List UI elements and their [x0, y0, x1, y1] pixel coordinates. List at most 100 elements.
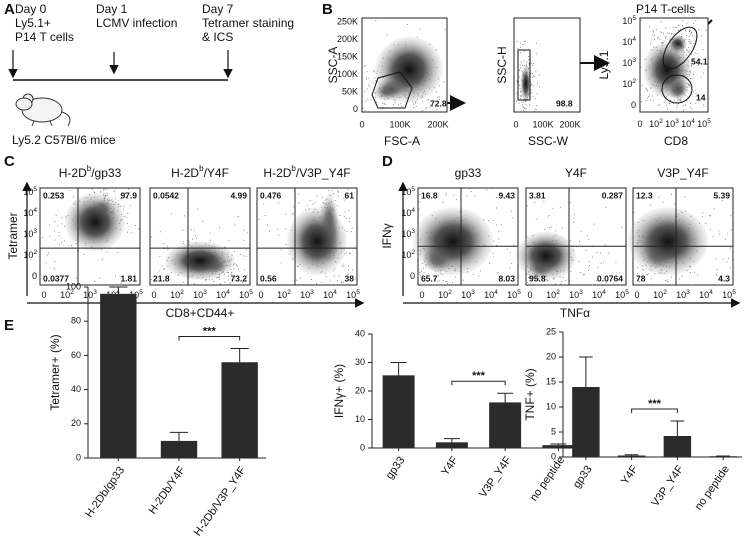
tick-base: 0: [527, 290, 532, 300]
event-dot: [605, 206, 607, 208]
event-dot: [495, 196, 497, 198]
event-dot: [263, 203, 265, 205]
event-dot: [490, 187, 492, 189]
event-dot: [522, 44, 524, 46]
event-dot: [441, 274, 443, 276]
event-dot: [138, 228, 140, 230]
event-dot: [94, 280, 96, 282]
event-dot: [498, 230, 500, 232]
event-dot: [676, 104, 678, 106]
flow-plot: [256, 187, 358, 286]
title-text: Y4F: [565, 166, 587, 180]
tick-label: 102: [23, 249, 37, 261]
event-dot: [670, 33, 672, 35]
title-text: V3P_Y4F: [657, 166, 708, 180]
tick-label: 104: [622, 36, 636, 48]
event-dot: [515, 100, 517, 102]
event-dot: [364, 91, 366, 93]
event-dot: [425, 267, 427, 269]
event-dot: [691, 35, 693, 37]
event-dot: [665, 104, 667, 106]
plot-title: V3P_Y4F: [657, 166, 708, 180]
y-axis-label: IFNγ+ (%): [332, 364, 346, 418]
event-dot: [676, 27, 678, 29]
event-dot: [415, 102, 417, 104]
event-dot: [446, 280, 448, 282]
event-dot: [554, 283, 556, 285]
event-dot: [245, 255, 247, 257]
event-dot: [113, 191, 115, 193]
event-dot: [343, 199, 345, 201]
event-dot: [703, 72, 705, 74]
tick-base: 10: [649, 119, 659, 129]
event-dot: [691, 58, 693, 60]
event-dot: [691, 65, 693, 67]
event-dot: [519, 87, 521, 89]
event-dot: [124, 216, 126, 218]
quadrant-value: 16.8: [421, 190, 438, 200]
event-dot: [633, 211, 635, 213]
event-dot: [647, 273, 649, 275]
event-dot: [684, 196, 686, 198]
event-dot: [561, 280, 563, 282]
event-dot: [443, 81, 445, 83]
event-dot: [694, 40, 696, 42]
flow-plot: [39, 187, 141, 286]
event-dot: [209, 232, 211, 234]
event-dot: [688, 50, 690, 52]
event-dot: [533, 75, 535, 77]
event-dot: [438, 96, 440, 98]
event-dot: [682, 20, 684, 22]
tick-label: 0: [631, 100, 636, 110]
event-dot: [163, 267, 165, 269]
event-dot: [433, 278, 435, 280]
event-dot: [205, 279, 207, 281]
event-dot: [53, 267, 55, 269]
event-dot: [690, 64, 692, 66]
event-dot: [438, 99, 440, 101]
tick-base: 0: [151, 290, 156, 300]
event-dot: [645, 273, 647, 275]
event-dot: [194, 283, 196, 285]
event-dot: [586, 235, 588, 237]
event-dot: [343, 216, 345, 218]
event-dot: [519, 76, 521, 78]
event-dot: [322, 196, 324, 198]
event-dot: [654, 38, 656, 40]
event-dot: [680, 101, 682, 103]
event-dot: [652, 34, 654, 36]
tick-base: 10: [170, 290, 180, 300]
tick-exp: 3: [203, 289, 207, 296]
event-dot: [522, 106, 524, 108]
event-dot: [347, 189, 349, 191]
event-dot: [580, 231, 582, 233]
event-dot: [128, 188, 130, 190]
event-dot: [337, 280, 339, 282]
event-dot: [599, 252, 601, 254]
event-dot: [727, 258, 729, 260]
tick-exp: 4: [691, 118, 695, 125]
event-dot: [129, 205, 131, 207]
event-dot: [332, 270, 334, 272]
event-dot: [649, 43, 651, 45]
event-dot: [212, 281, 214, 283]
event-dot: [99, 190, 101, 192]
event-dot: [466, 195, 468, 197]
density: [287, 207, 347, 276]
tick-base: 0: [258, 290, 263, 300]
event-dot: [666, 279, 668, 281]
event-dot: [366, 71, 368, 73]
event-dot: [103, 189, 105, 191]
tick-exp: 5: [707, 118, 711, 125]
event-dot: [645, 87, 647, 89]
tick-base: 10: [697, 119, 707, 129]
tick-exp: 4: [226, 289, 230, 296]
event-dot: [658, 196, 660, 198]
plot-title: H-2Db/V3P_Y4F: [263, 164, 350, 180]
quadrant-value: 0.0764: [597, 273, 623, 283]
event-dot: [646, 90, 648, 92]
event-dot: [46, 254, 48, 256]
event-dot: [523, 60, 525, 62]
event-dot: [509, 267, 511, 269]
event-dot: [239, 254, 241, 256]
